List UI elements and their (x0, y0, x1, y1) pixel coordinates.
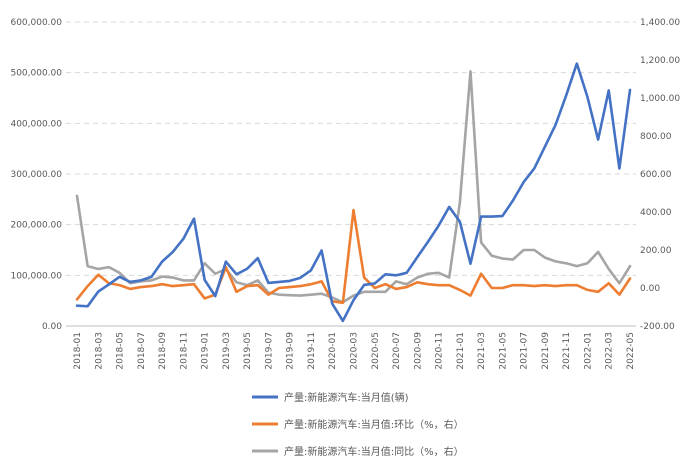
x-tick-label: 2018-05 (116, 332, 126, 370)
right-y-tick-label: 200.00 (640, 246, 672, 256)
x-tick-label: 2021-09 (541, 332, 551, 370)
series-line-1 (75, 208, 632, 305)
left-y-tick-label: 500,000.00 (10, 69, 62, 79)
right-y-tick-label: 1,200.00 (640, 56, 680, 66)
x-tick-label: 2020-01 (328, 332, 338, 370)
legend: 产量:新能源汽车:当月值(辆) 产量:新能源汽车:当月值:环比（%，右） 产量:新能… (252, 391, 464, 458)
series-lines (75, 62, 632, 323)
x-tick-label: 2022-01 (583, 332, 593, 370)
series-line-0 (75, 62, 632, 323)
x-tick-label: 2019-11 (307, 332, 317, 370)
x-tick-label: 2021-07 (520, 332, 530, 370)
x-tick-label: 2021-01 (456, 332, 466, 370)
legend-label: 产量:新能源汽车:当月值:环比（%，右） (284, 418, 464, 431)
left-y-tick-label: 200,000.00 (10, 221, 62, 231)
legend-label: 产量:新能源汽车:当月值(辆) (284, 391, 409, 404)
x-tick-label: 2019-01 (201, 332, 211, 370)
left-y-axis: 0.00 100,000.00 200,000.00 300,000.00 400,00… (10, 18, 62, 332)
x-tick-label: 2018-09 (158, 332, 168, 370)
x-tick-label: 2020-09 (413, 332, 423, 370)
x-tick-label: 2020-05 (371, 332, 381, 370)
right-y-tick-label: 600.00 (640, 170, 672, 180)
x-tick-label: 2021-05 (498, 332, 508, 370)
left-y-tick-label: 100,000.00 (10, 271, 62, 281)
right-y-tick-label: 1,000.00 (640, 94, 680, 104)
x-axis: 2018-01 2018-03 2018-05 2018-07 2018-09 2018-… (73, 332, 636, 370)
x-tick-label: 2021-11 (562, 332, 572, 370)
left-y-tick-label: 300,000.00 (10, 170, 62, 180)
left-y-tick-label: 0.00 (42, 322, 62, 332)
legend-label: 产量:新能源汽车:当月值:同比（%，右） (284, 445, 464, 458)
x-tick-label: 2019-09 (286, 332, 296, 370)
right-y-tick-label: 1,400.00 (640, 18, 680, 28)
right-y-axis: -200.00 0.00 200.00 400.00 600.00 800.00 1,000… (640, 18, 680, 332)
x-tick-label: 2020-03 (350, 332, 360, 370)
x-tick-label: 2022-03 (605, 332, 615, 370)
right-y-tick-label: 800.00 (640, 132, 672, 142)
x-tick-label: 2018-03 (94, 332, 104, 370)
left-y-tick-label: 600,000.00 (10, 18, 62, 28)
x-tick-label: 2019-03 (222, 332, 232, 370)
right-y-tick-label: 400.00 (640, 208, 672, 218)
right-y-tick-label: 0.00 (640, 284, 660, 294)
x-tick-label: 2020-07 (392, 332, 402, 370)
x-tick-label: 2018-07 (137, 332, 147, 370)
x-tick-label: 2018-01 (73, 332, 83, 370)
right-y-tick-label: -200.00 (640, 322, 675, 332)
x-tick-label: 2021-03 (477, 332, 487, 370)
x-tick-label: 2019-07 (264, 332, 274, 370)
x-tick-label: 2018-11 (179, 332, 189, 370)
x-tick-label: 2020-11 (435, 332, 445, 370)
x-tick-label: 2022-05 (626, 332, 636, 370)
left-y-tick-label: 400,000.00 (10, 119, 62, 129)
series-line-2 (75, 70, 632, 304)
gridlines (66, 21, 636, 327)
x-tick-label: 2019-05 (243, 332, 253, 370)
